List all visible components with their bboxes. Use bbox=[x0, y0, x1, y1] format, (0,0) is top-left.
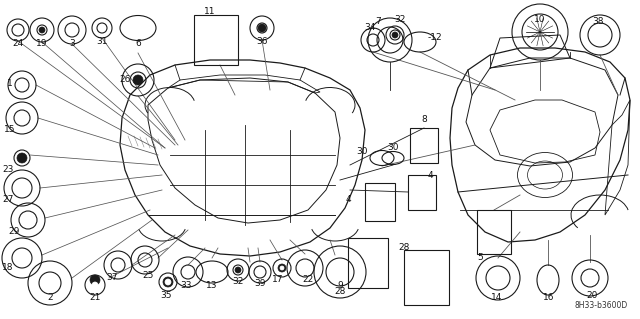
Text: 15: 15 bbox=[4, 125, 16, 135]
Text: 36: 36 bbox=[256, 38, 268, 47]
Circle shape bbox=[133, 75, 143, 85]
Circle shape bbox=[39, 27, 45, 33]
Text: 30: 30 bbox=[387, 144, 399, 152]
Text: 14: 14 bbox=[492, 293, 502, 302]
Circle shape bbox=[92, 282, 98, 288]
Text: 8H33-b3600D: 8H33-b3600D bbox=[575, 301, 628, 310]
Circle shape bbox=[258, 24, 266, 32]
Text: 27: 27 bbox=[3, 196, 13, 204]
Text: 13: 13 bbox=[206, 281, 218, 291]
Text: 35: 35 bbox=[160, 291, 172, 300]
Bar bbox=[404, 250, 449, 305]
Text: 8: 8 bbox=[421, 115, 427, 124]
Text: 29: 29 bbox=[8, 227, 20, 236]
Text: 32: 32 bbox=[232, 278, 244, 286]
Text: 4: 4 bbox=[427, 170, 433, 180]
Text: 34: 34 bbox=[364, 24, 376, 33]
Circle shape bbox=[280, 266, 284, 270]
Text: 26: 26 bbox=[119, 76, 131, 85]
Text: 3: 3 bbox=[69, 39, 75, 48]
Bar bbox=[410, 128, 438, 163]
Text: -12: -12 bbox=[428, 33, 442, 42]
Circle shape bbox=[235, 267, 241, 273]
Text: 1: 1 bbox=[7, 78, 13, 87]
Text: 11: 11 bbox=[204, 8, 216, 17]
Text: 6: 6 bbox=[135, 39, 141, 48]
Text: 37: 37 bbox=[106, 273, 118, 283]
Circle shape bbox=[163, 277, 173, 287]
Text: 19: 19 bbox=[36, 39, 48, 48]
Circle shape bbox=[278, 264, 286, 272]
Bar bbox=[477, 210, 511, 254]
Text: 21: 21 bbox=[90, 293, 100, 302]
Text: 17: 17 bbox=[272, 276, 284, 285]
Text: 9: 9 bbox=[337, 281, 343, 291]
Bar bbox=[365, 183, 395, 221]
Circle shape bbox=[165, 279, 171, 285]
Text: 16: 16 bbox=[543, 293, 555, 302]
Text: 23: 23 bbox=[3, 166, 13, 174]
Text: 20: 20 bbox=[586, 292, 598, 300]
Text: 32: 32 bbox=[394, 16, 406, 25]
Text: 4: 4 bbox=[345, 196, 351, 204]
Text: 25: 25 bbox=[142, 271, 154, 279]
Text: 22: 22 bbox=[302, 276, 314, 285]
Bar bbox=[194, 15, 238, 65]
Bar bbox=[408, 175, 436, 210]
Text: 7: 7 bbox=[375, 18, 381, 26]
Text: 38: 38 bbox=[592, 18, 604, 26]
Text: 33: 33 bbox=[180, 280, 192, 290]
Circle shape bbox=[17, 153, 27, 163]
Circle shape bbox=[90, 275, 100, 285]
Text: 30: 30 bbox=[356, 147, 368, 157]
Text: 18: 18 bbox=[3, 263, 13, 272]
Text: 5: 5 bbox=[477, 254, 483, 263]
Text: 10: 10 bbox=[534, 16, 546, 25]
Text: 28: 28 bbox=[398, 243, 410, 253]
Circle shape bbox=[392, 32, 398, 38]
Text: 2: 2 bbox=[47, 293, 53, 302]
Text: 28: 28 bbox=[334, 287, 346, 296]
Text: 24: 24 bbox=[12, 39, 24, 48]
Text: 39: 39 bbox=[254, 279, 266, 288]
Bar bbox=[348, 238, 388, 288]
Text: 31: 31 bbox=[96, 38, 108, 47]
